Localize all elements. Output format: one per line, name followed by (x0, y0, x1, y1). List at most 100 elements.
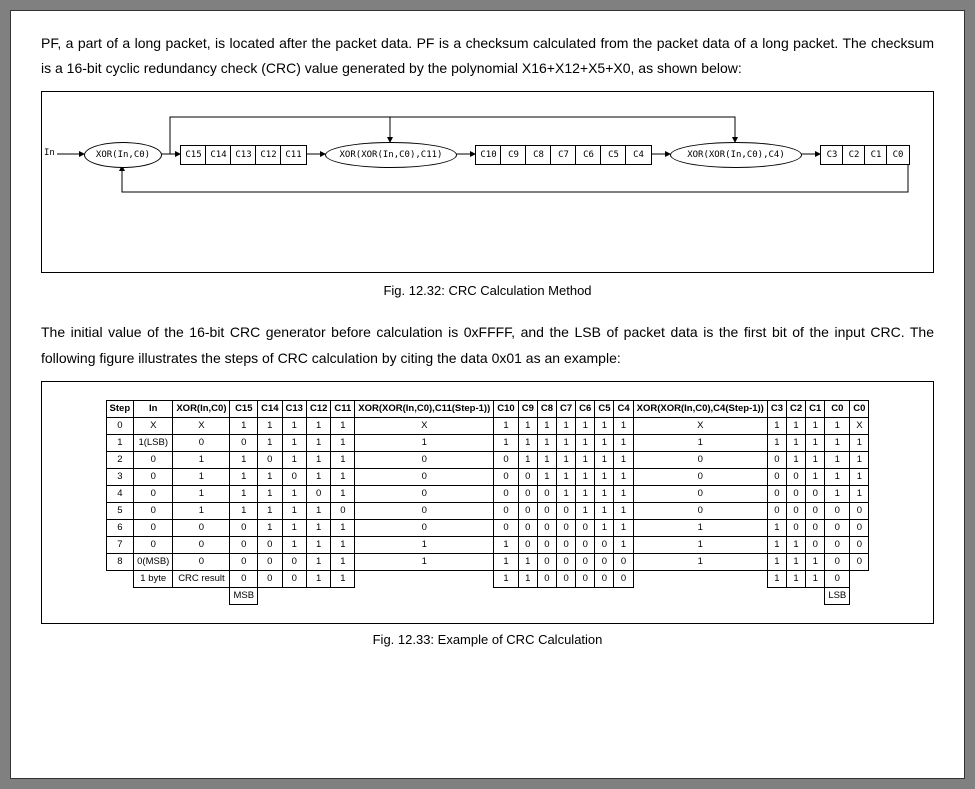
reg-c8: C8 (525, 145, 552, 165)
table-cell: 1 (306, 434, 330, 451)
table-cell: 1 (258, 502, 282, 519)
table-cell: 0 (825, 502, 850, 519)
table-cell: 1 (331, 519, 355, 536)
table-header: C15 (230, 400, 258, 417)
table-cell: 1 (787, 536, 806, 553)
table-header: C13 (282, 400, 306, 417)
reg-c2: C2 (842, 145, 866, 165)
table-cell: 1 (633, 519, 767, 536)
table-cell: 0 (173, 434, 230, 451)
table-cell: 1 (230, 451, 258, 468)
table-cell: 0 (806, 536, 825, 553)
table-cell: 0 (537, 553, 556, 570)
table-cell: 0 (494, 519, 518, 536)
table-cell: 1 (595, 451, 614, 468)
table-cell: 0 (355, 485, 494, 502)
table-cell: 7 (106, 536, 134, 553)
table-cell: 1 (576, 417, 595, 434)
table-cell: 1 (787, 434, 806, 451)
table-cell: 1 (806, 468, 825, 485)
table-cell: 1 (537, 434, 556, 451)
table-cell: 1 (825, 451, 850, 468)
table-cell: 1 (595, 502, 614, 519)
table-cell: 1 (173, 451, 230, 468)
table-cell: 0 (787, 485, 806, 502)
table-cell: 1 (767, 519, 786, 536)
table-cell: 0 (282, 468, 306, 485)
table-cell: 1 (331, 434, 355, 451)
table-cell: 1 (787, 417, 806, 434)
table-cell: 0 (787, 502, 806, 519)
intro-paragraph: PF, a part of a long packet, is located … (41, 31, 934, 81)
table-cell: 1 (306, 451, 330, 468)
table-cell: 0 (258, 536, 282, 553)
table-cell: 0 (134, 468, 173, 485)
table-cell: 0 (282, 553, 306, 570)
reg-c1: C1 (864, 145, 888, 165)
table-header: C9 (518, 400, 537, 417)
table-cell: 0 (557, 519, 576, 536)
table-cell: 1 (767, 434, 786, 451)
table-cell: 1 (806, 417, 825, 434)
table-header: C5 (595, 400, 614, 417)
table-cell: 1 (595, 519, 614, 536)
table-cell: 1 (787, 451, 806, 468)
table-header: In (134, 400, 173, 417)
table-cell: 0 (106, 417, 134, 434)
reg-c3: C3 (820, 145, 844, 165)
table-cell: 0 (306, 485, 330, 502)
table-cell: 0 (576, 553, 595, 570)
table-cell: 0 (355, 519, 494, 536)
table-cell: 1 (767, 553, 786, 570)
table-cell: 0 (767, 485, 786, 502)
table-cell: 0 (518, 536, 537, 553)
table-cell: 0 (850, 502, 869, 519)
table-cell: 1 (258, 417, 282, 434)
table-cell: 1 (306, 536, 330, 553)
table-cell: 0 (537, 502, 556, 519)
table-cell: 1 (806, 553, 825, 570)
table-cell: 1 (282, 485, 306, 502)
table-header: C6 (576, 400, 595, 417)
table-cell: 1 (787, 553, 806, 570)
table-cell: 1 (614, 417, 633, 434)
table-cell: 1 (355, 536, 494, 553)
table-header: C10 (494, 400, 518, 417)
table-cell: 1 (557, 417, 576, 434)
table-cell: 1 (614, 434, 633, 451)
table-cell: 1 (825, 434, 850, 451)
table-cell: 1 (806, 451, 825, 468)
crc-diagram: In XOR(In,C0) C15 C14 C13 C12 C11 XOR(XO… (41, 91, 934, 273)
table-cell: 1 (331, 417, 355, 434)
table-cell: X (173, 417, 230, 434)
table-cell: 1 (331, 468, 355, 485)
table-cell: 1 (518, 417, 537, 434)
table-header: C7 (557, 400, 576, 417)
table-cell: 1 (576, 434, 595, 451)
table-cell: X (850, 417, 869, 434)
figure-caption-2: Fig. 12.33: Example of CRC Calculation (41, 632, 934, 647)
table-cell: 1 (633, 553, 767, 570)
table-header: XOR(XOR(In,C0),C4(Step-1)) (633, 400, 767, 417)
table-cell: 0 (633, 451, 767, 468)
table-cell: X (134, 417, 173, 434)
table-cell: 1 (494, 536, 518, 553)
table-cell: 2 (106, 451, 134, 468)
table-cell: 1 (633, 536, 767, 553)
table-cell: 0 (557, 553, 576, 570)
table-cell: 0 (825, 519, 850, 536)
table-cell: 1 (282, 451, 306, 468)
table-cell: 0 (787, 519, 806, 536)
table-cell: 1 (614, 485, 633, 502)
reg-c4: C4 (625, 145, 652, 165)
table-cell: 0 (518, 468, 537, 485)
table-cell: 0 (230, 434, 258, 451)
table-cell: 0 (825, 536, 850, 553)
table-cell: 1 (306, 553, 330, 570)
table-cell: X (355, 417, 494, 434)
table-cell: 1 (331, 451, 355, 468)
table-cell: 1 (258, 434, 282, 451)
table-cell: 1 (557, 485, 576, 502)
table-cell: 1 (306, 417, 330, 434)
table-cell: 1 (306, 468, 330, 485)
